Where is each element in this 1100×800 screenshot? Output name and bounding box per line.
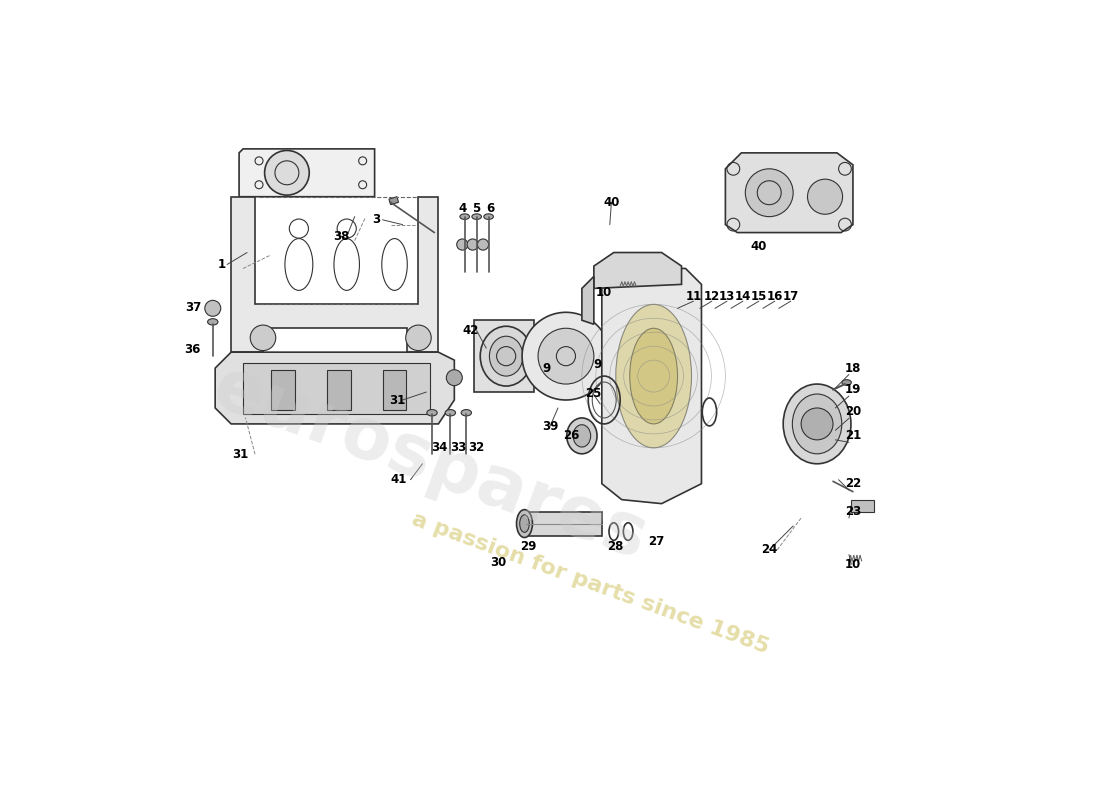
Text: 5: 5 bbox=[473, 202, 481, 215]
Text: 38: 38 bbox=[333, 230, 350, 243]
Text: 31: 31 bbox=[388, 394, 405, 406]
Circle shape bbox=[406, 325, 431, 350]
Ellipse shape bbox=[792, 394, 842, 454]
Text: 37: 37 bbox=[185, 301, 201, 314]
Circle shape bbox=[289, 219, 308, 238]
Polygon shape bbox=[389, 197, 398, 205]
Text: 23: 23 bbox=[845, 505, 861, 518]
Text: 4: 4 bbox=[459, 202, 466, 215]
Polygon shape bbox=[725, 153, 852, 233]
Text: 28: 28 bbox=[607, 540, 624, 553]
Text: 19: 19 bbox=[845, 383, 861, 396]
Text: 29: 29 bbox=[520, 540, 537, 553]
Text: 6: 6 bbox=[486, 202, 494, 215]
Text: 30: 30 bbox=[491, 556, 506, 569]
Text: 14: 14 bbox=[735, 290, 751, 303]
Circle shape bbox=[801, 408, 833, 440]
Text: 11: 11 bbox=[685, 290, 702, 303]
Ellipse shape bbox=[519, 515, 529, 532]
Bar bbox=[243, 362, 430, 414]
Circle shape bbox=[807, 179, 843, 214]
Text: 10: 10 bbox=[595, 286, 612, 299]
Text: 40: 40 bbox=[750, 240, 767, 253]
Text: 17: 17 bbox=[782, 290, 799, 303]
Ellipse shape bbox=[783, 384, 851, 464]
Text: 9: 9 bbox=[542, 362, 550, 374]
Text: 32: 32 bbox=[469, 441, 485, 454]
Text: 10: 10 bbox=[845, 558, 861, 570]
Polygon shape bbox=[216, 352, 454, 424]
Text: 22: 22 bbox=[845, 478, 861, 490]
Text: 25: 25 bbox=[585, 387, 602, 400]
Ellipse shape bbox=[517, 510, 532, 538]
Ellipse shape bbox=[285, 238, 312, 290]
Text: 36: 36 bbox=[185, 343, 201, 356]
Text: 21: 21 bbox=[845, 430, 861, 442]
Circle shape bbox=[265, 150, 309, 195]
Ellipse shape bbox=[461, 410, 472, 416]
Text: 20: 20 bbox=[845, 406, 861, 418]
Text: eurospares: eurospares bbox=[204, 354, 657, 574]
Circle shape bbox=[205, 300, 221, 316]
Text: 27: 27 bbox=[648, 535, 664, 549]
Ellipse shape bbox=[484, 214, 494, 219]
Text: 13: 13 bbox=[719, 290, 735, 303]
Circle shape bbox=[250, 325, 276, 350]
Ellipse shape bbox=[460, 214, 470, 219]
Ellipse shape bbox=[490, 336, 522, 376]
Circle shape bbox=[746, 169, 793, 217]
Text: 33: 33 bbox=[450, 441, 466, 454]
Text: 31: 31 bbox=[232, 448, 249, 461]
Text: 34: 34 bbox=[431, 441, 448, 454]
Text: 1: 1 bbox=[218, 258, 226, 271]
Text: 16: 16 bbox=[767, 290, 783, 303]
Text: 3: 3 bbox=[372, 214, 381, 226]
Ellipse shape bbox=[842, 380, 851, 386]
Text: 18: 18 bbox=[845, 362, 861, 374]
Ellipse shape bbox=[573, 425, 591, 447]
Ellipse shape bbox=[616, 304, 692, 448]
Ellipse shape bbox=[208, 318, 218, 325]
Text: 39: 39 bbox=[542, 420, 558, 433]
Text: 15: 15 bbox=[750, 290, 767, 303]
Text: 24: 24 bbox=[761, 543, 778, 556]
Text: 26: 26 bbox=[563, 430, 580, 442]
Bar bbox=[327, 370, 351, 410]
Ellipse shape bbox=[472, 214, 482, 219]
Bar bbox=[271, 370, 295, 410]
Text: 12: 12 bbox=[704, 290, 720, 303]
Text: 40: 40 bbox=[603, 196, 619, 209]
Polygon shape bbox=[594, 253, 682, 288]
Bar bbox=[474, 320, 535, 392]
Circle shape bbox=[538, 328, 594, 384]
Circle shape bbox=[468, 239, 478, 250]
Circle shape bbox=[477, 239, 488, 250]
Polygon shape bbox=[602, 269, 702, 504]
Text: a passion for parts since 1985: a passion for parts since 1985 bbox=[408, 510, 771, 658]
Ellipse shape bbox=[446, 410, 455, 416]
Bar bbox=[850, 500, 875, 512]
Ellipse shape bbox=[481, 326, 532, 386]
Circle shape bbox=[456, 239, 468, 250]
Polygon shape bbox=[231, 197, 439, 352]
Bar bbox=[383, 370, 407, 410]
Text: 42: 42 bbox=[462, 324, 478, 337]
Bar bbox=[526, 512, 602, 535]
Text: 41: 41 bbox=[390, 474, 407, 486]
Polygon shape bbox=[582, 277, 594, 324]
Ellipse shape bbox=[334, 238, 360, 290]
Circle shape bbox=[447, 370, 462, 386]
Polygon shape bbox=[239, 149, 375, 197]
Ellipse shape bbox=[566, 418, 597, 454]
Ellipse shape bbox=[382, 238, 407, 290]
Ellipse shape bbox=[629, 328, 678, 424]
Text: 9: 9 bbox=[594, 358, 602, 370]
Ellipse shape bbox=[427, 410, 437, 416]
Circle shape bbox=[522, 312, 609, 400]
Circle shape bbox=[337, 219, 356, 238]
